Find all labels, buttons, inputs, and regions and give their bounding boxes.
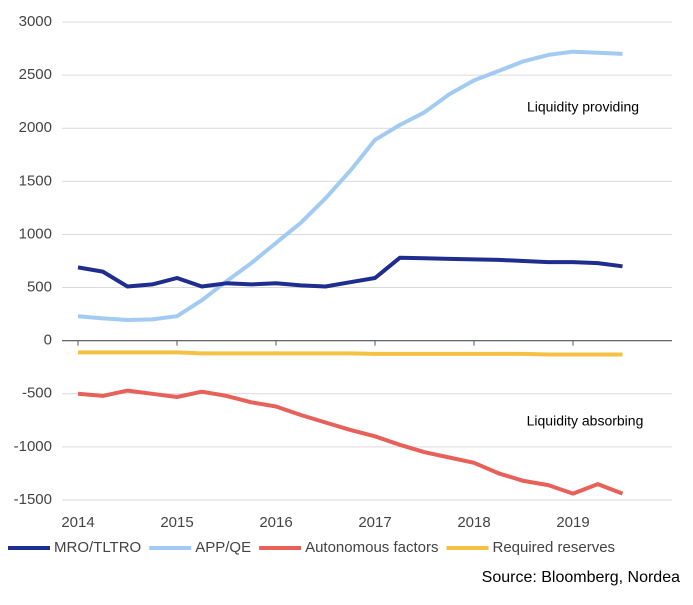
y-tick-label: 500 [27,279,52,296]
x-tick-label: 2016 [259,514,292,531]
y-tick-label: 2500 [19,66,52,83]
legend-label: Required reserves [492,539,615,556]
annotation: Liquidity absorbing [527,413,644,429]
x-tick-label: 2017 [358,514,391,531]
x-tick-label: 2019 [556,514,589,531]
y-tick-label: 0 [44,332,52,349]
source: Source: Bloomberg, Nordea [482,569,680,586]
series-line [77,255,623,289]
x-tick-label: 2015 [160,514,193,531]
x-tick-label: 2018 [457,514,490,531]
y-tick-label: 2000 [19,119,52,136]
y-tick-label: 1000 [19,225,52,242]
y-tick-label: -1000 [14,438,52,455]
y-tick-label: -1500 [14,491,52,508]
series-line [77,388,624,496]
annotation: Liquidity providing [527,99,639,115]
y-tick-label: 1500 [19,172,52,189]
legend-label: MRO/TLTRO [54,539,141,556]
series-line [78,350,623,357]
series-line [77,49,623,322]
legend-label: APP/QE [195,539,251,556]
x-tick-label: 2014 [61,514,94,531]
y-tick-label: 3000 [19,13,52,30]
y-tick-label: -500 [22,385,52,402]
legend-label: Autonomous factors [305,539,438,556]
